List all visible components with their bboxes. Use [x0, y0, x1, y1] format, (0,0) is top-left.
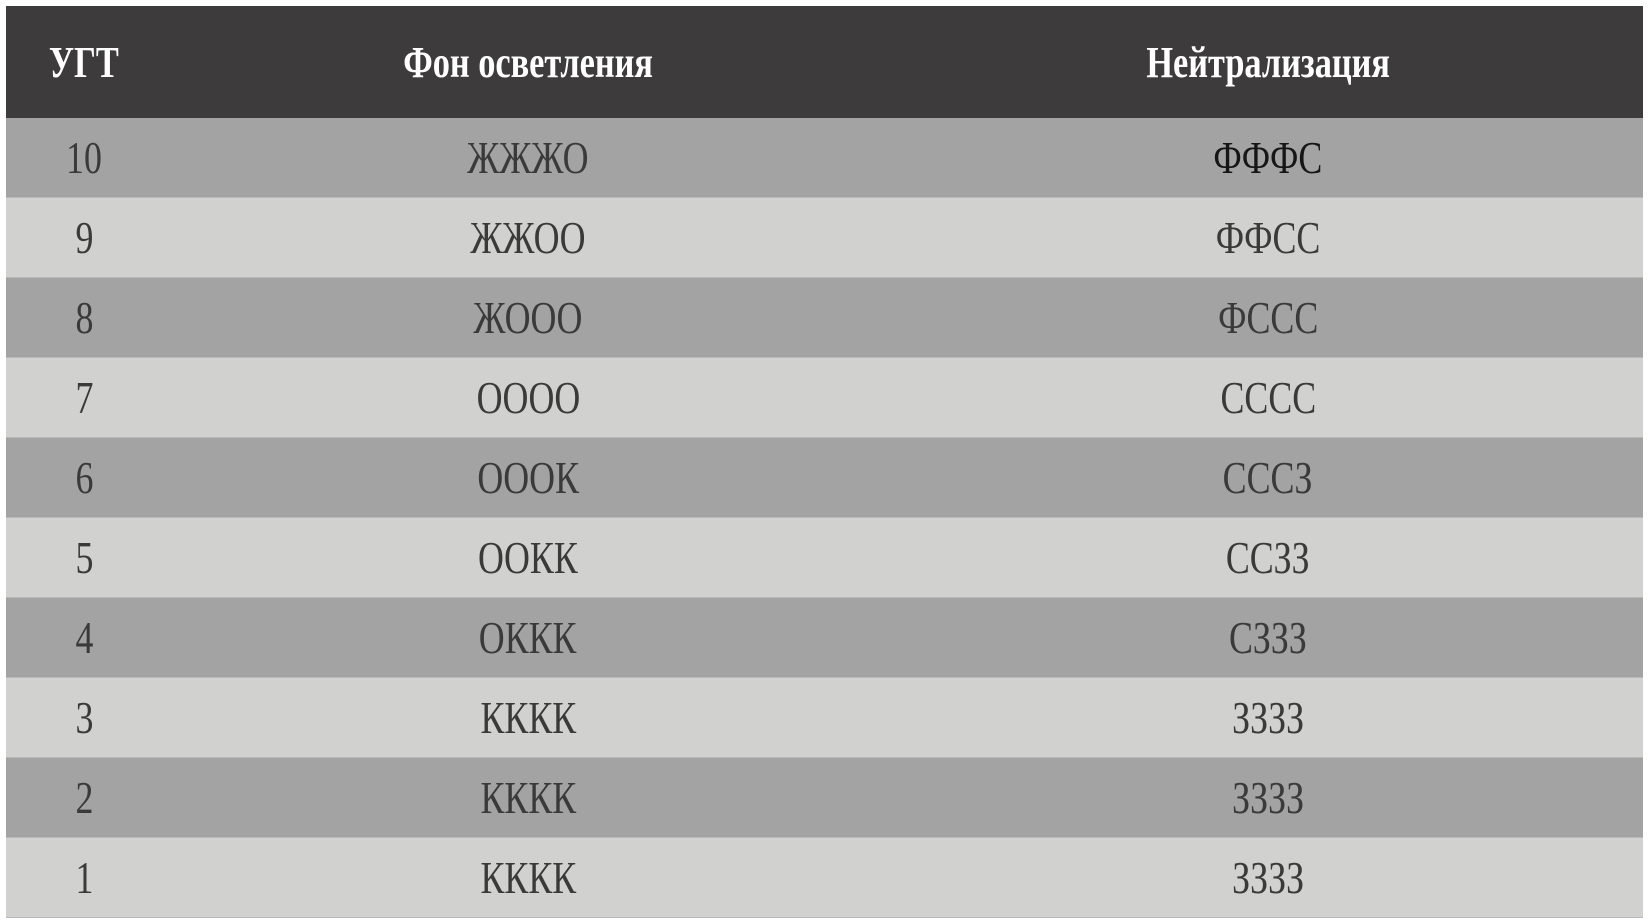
ugt-table: УГТ Фон осветления Нейтрализация 10 ЖЖЖО Ф…: [6, 6, 1643, 918]
cell-background: ОООО: [476, 372, 580, 423]
table-row: 4 ОККК СЗЗЗ: [6, 598, 1643, 678]
cell-background: ЖЖОО: [470, 212, 586, 263]
cell-background: ООКК: [478, 532, 578, 583]
table-row: 7 ОООО СССС: [6, 358, 1643, 438]
table-cell: ЖЖОО: [328, 198, 728, 277]
table-cell: 6: [0, 438, 284, 517]
header-neutralization: Нейтрализация: [1146, 37, 1390, 87]
cell-ugt: 9: [75, 212, 93, 263]
table-cell: КККК: [328, 838, 728, 917]
table-row: 8 ЖООО ФССС: [6, 278, 1643, 358]
table-body: 10 ЖЖЖО ФФФС 9 ЖЖОО ФФСС 8 ЖООО ФССС 7 ОООО СССС 6 ОО…: [6, 118, 1643, 918]
table-cell: 8: [0, 278, 284, 357]
cell-neutralization: СССЗ: [1223, 452, 1313, 503]
table-cell: ССЗЗ: [1068, 518, 1468, 597]
cell-ugt: 4: [75, 612, 93, 663]
table-cell: ОООК: [328, 438, 728, 517]
table-cell: 5: [0, 518, 284, 597]
table-cell: ЖООО: [328, 278, 728, 357]
cell-neutralization: ФФФС: [1213, 132, 1323, 183]
table-cell: 1: [0, 838, 284, 917]
cell-background: ОООК: [477, 452, 579, 503]
cell-neutralization: СЗЗЗ: [1229, 612, 1307, 663]
cell-background: ОККК: [479, 612, 577, 663]
table-header: УГТ Фон осветления Нейтрализация: [6, 6, 1643, 118]
table-cell: 2: [0, 758, 284, 837]
header-cell: Нейтрализация: [1068, 6, 1468, 118]
table-row: 6 ОООК СССЗ: [6, 438, 1643, 518]
cell-ugt: 2: [75, 772, 93, 823]
table-cell: СЗЗЗ: [1068, 598, 1468, 677]
cell-background: КККК: [480, 692, 576, 743]
cell-ugt: 6: [75, 452, 93, 503]
table-cell: 7: [0, 358, 284, 437]
table-cell: КККК: [328, 758, 728, 837]
cell-neutralization: ЗЗЗЗ: [1232, 772, 1304, 823]
cell-neutralization: ЗЗЗЗ: [1232, 852, 1304, 903]
table-cell: СССС: [1068, 358, 1468, 437]
table-cell: КККК: [328, 678, 728, 757]
table-cell: 4: [0, 598, 284, 677]
cell-background: ЖООО: [473, 292, 583, 343]
cell-background: КККК: [480, 772, 576, 823]
table-cell: 3: [0, 678, 284, 757]
cell-ugt: 8: [75, 292, 93, 343]
cell-background: ЖЖЖО: [467, 132, 589, 183]
table-cell: ФФФС: [1068, 118, 1468, 197]
cell-ugt: 5: [75, 532, 93, 583]
table-cell: ФФСС: [1068, 198, 1468, 277]
cell-ugt: 7: [75, 372, 93, 423]
table-row: 10 ЖЖЖО ФФФС: [6, 118, 1643, 198]
cell-neutralization: ФССС: [1217, 292, 1319, 343]
header-cell: УГТ: [0, 6, 284, 118]
table-cell: ФССС: [1068, 278, 1468, 357]
table-row: 5 ООКК ССЗЗ: [6, 518, 1643, 598]
table-row: 2 КККК ЗЗЗЗ: [6, 758, 1643, 838]
table-cell: ЗЗЗЗ: [1068, 758, 1468, 837]
header-cell: Фон осветления: [328, 6, 728, 118]
table-row: 3 КККК ЗЗЗЗ: [6, 678, 1643, 758]
cell-ugt: 10: [66, 132, 102, 183]
table-cell: 10: [0, 118, 284, 197]
table-cell: ЗЗЗЗ: [1068, 678, 1468, 757]
table-cell: ЗЗЗЗ: [1068, 838, 1468, 917]
header-ugt: УГТ: [49, 37, 119, 87]
table-cell: 9: [0, 198, 284, 277]
cell-neutralization: ЗЗЗЗ: [1232, 692, 1304, 743]
table-cell: ЖЖЖО: [328, 118, 728, 197]
cell-background: КККК: [480, 852, 576, 903]
table-row: 9 ЖЖОО ФФСС: [6, 198, 1643, 278]
cell-neutralization: СССС: [1220, 372, 1316, 423]
header-background: Фон осветления: [403, 37, 653, 87]
cell-ugt: 3: [75, 692, 93, 743]
table-row: 1 КККК ЗЗЗЗ: [6, 838, 1643, 918]
cell-neutralization: ФФСС: [1215, 212, 1321, 263]
table-cell: ООКК: [328, 518, 728, 597]
table-cell: ОООО: [328, 358, 728, 437]
table-cell: ОККК: [328, 598, 728, 677]
cell-neutralization: ССЗЗ: [1226, 532, 1310, 583]
table-cell: СССЗ: [1068, 438, 1468, 517]
cell-ugt: 1: [75, 852, 93, 903]
